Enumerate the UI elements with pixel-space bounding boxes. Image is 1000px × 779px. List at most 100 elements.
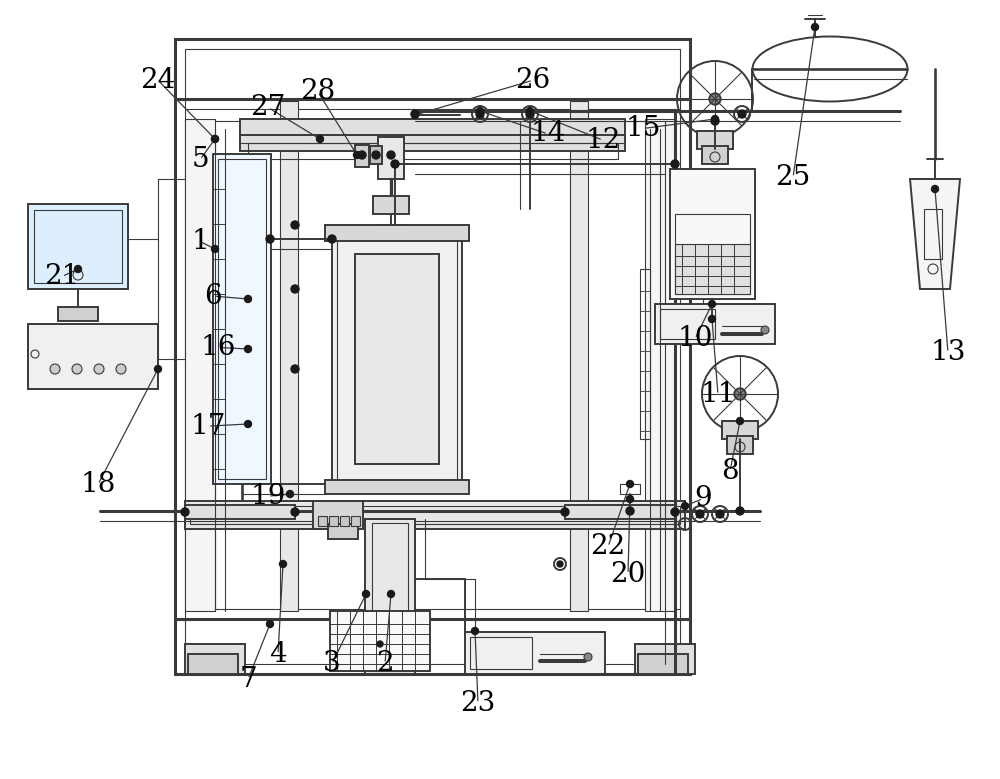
Bar — [340, 516, 349, 526]
Circle shape — [74, 266, 82, 273]
Text: 26: 26 — [515, 67, 551, 93]
Bar — [240, 119, 625, 151]
Circle shape — [738, 110, 746, 118]
Bar — [325, 480, 469, 494]
Circle shape — [932, 185, 938, 192]
Bar — [329, 516, 338, 526]
Bar — [355, 254, 439, 464]
Circle shape — [671, 160, 679, 168]
Bar — [313, 501, 363, 529]
Bar — [28, 204, 128, 289]
Bar — [213, 154, 271, 484]
Text: 4: 4 — [269, 641, 287, 668]
Circle shape — [116, 364, 126, 374]
Bar — [470, 637, 532, 669]
Bar — [702, 146, 728, 164]
Circle shape — [316, 136, 324, 143]
Circle shape — [328, 235, 336, 243]
Circle shape — [708, 301, 716, 308]
Circle shape — [671, 508, 679, 516]
Circle shape — [354, 151, 360, 158]
Circle shape — [362, 590, 370, 597]
Circle shape — [761, 326, 769, 334]
Circle shape — [626, 495, 634, 502]
Circle shape — [212, 136, 218, 143]
Circle shape — [561, 508, 569, 516]
Text: 23: 23 — [460, 690, 496, 717]
Circle shape — [709, 93, 721, 104]
Bar — [188, 654, 238, 674]
Bar — [34, 210, 122, 283]
Circle shape — [476, 110, 484, 118]
Bar — [565, 505, 675, 519]
Text: 11: 11 — [700, 382, 736, 408]
Circle shape — [711, 117, 719, 125]
Bar — [318, 516, 327, 526]
Circle shape — [358, 151, 366, 159]
Circle shape — [280, 561, 287, 567]
Bar — [376, 225, 406, 239]
Bar — [675, 244, 750, 294]
Text: 3: 3 — [323, 650, 341, 677]
Circle shape — [712, 115, 718, 122]
Circle shape — [736, 507, 744, 515]
Circle shape — [212, 136, 218, 143]
Text: 16: 16 — [200, 334, 236, 361]
Bar — [660, 309, 715, 339]
Text: 28: 28 — [300, 79, 336, 105]
Circle shape — [291, 365, 299, 373]
Circle shape — [388, 590, 394, 597]
Text: 22: 22 — [590, 534, 626, 560]
Bar — [185, 505, 295, 519]
Circle shape — [477, 108, 484, 115]
Bar — [185, 644, 245, 674]
Bar — [28, 324, 158, 389]
Circle shape — [736, 418, 744, 425]
Bar — [465, 632, 605, 674]
Text: 12: 12 — [585, 127, 621, 153]
Text: 27: 27 — [250, 94, 286, 121]
Circle shape — [411, 110, 419, 118]
Bar — [185, 501, 685, 529]
Bar — [190, 506, 680, 524]
Circle shape — [387, 151, 395, 159]
Bar — [332, 234, 462, 489]
Bar — [570, 101, 588, 611]
Text: 19: 19 — [250, 483, 286, 509]
Text: 7: 7 — [239, 666, 257, 693]
Text: 10: 10 — [677, 326, 713, 352]
Circle shape — [812, 23, 818, 30]
Bar — [355, 145, 369, 167]
Text: 20: 20 — [610, 561, 646, 587]
Bar — [638, 654, 688, 674]
Bar — [328, 524, 358, 539]
Text: 1: 1 — [191, 228, 209, 255]
Circle shape — [94, 364, 104, 374]
Circle shape — [266, 621, 274, 628]
Bar — [670, 169, 755, 299]
Circle shape — [708, 315, 716, 323]
Text: 24: 24 — [140, 67, 176, 93]
Circle shape — [472, 628, 479, 635]
Text: 25: 25 — [775, 164, 811, 191]
Circle shape — [682, 502, 688, 509]
Circle shape — [291, 285, 299, 293]
Circle shape — [526, 110, 534, 118]
Bar — [185, 119, 215, 611]
Bar — [675, 214, 750, 294]
Text: 5: 5 — [191, 146, 209, 173]
Bar — [325, 225, 469, 241]
Text: 21: 21 — [44, 263, 80, 290]
Bar — [727, 436, 753, 454]
Text: 15: 15 — [625, 115, 661, 142]
Bar — [280, 101, 298, 611]
Circle shape — [50, 364, 60, 374]
Bar — [373, 196, 409, 214]
Bar — [218, 159, 266, 479]
Bar — [330, 611, 430, 671]
Text: 14: 14 — [530, 121, 566, 147]
Circle shape — [584, 653, 592, 661]
Circle shape — [287, 491, 294, 498]
Bar — [372, 523, 408, 671]
Circle shape — [291, 221, 299, 229]
